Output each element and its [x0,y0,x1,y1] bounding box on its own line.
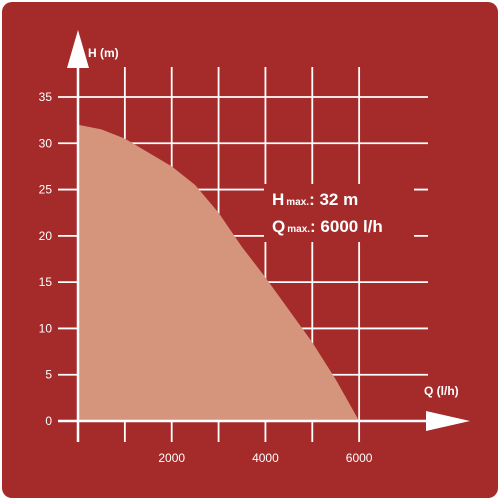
y-tick-label: 20 [39,229,53,243]
x-axis-label: Q (l/h) [424,384,459,398]
y-tick-label: 25 [39,183,53,197]
tick-labels: 0 5 10 15 20 25 30 35 2000 4000 6000 [39,90,373,465]
x-tick-label: 2000 [158,451,185,465]
y-tick-label: 0 [45,414,52,428]
y-tick-label: 10 [39,321,53,335]
y-tick-label: 30 [39,136,53,150]
performance-curve-area [78,124,360,422]
annotation-symbol: H [272,190,284,209]
axes [58,30,470,442]
annotation-value: : 32 m [309,190,358,209]
y-tick-label: 15 [39,275,53,289]
x-axis-arrow-icon [426,411,470,431]
annotation-symbol: Q [272,217,285,236]
x-tick-label: 4000 [252,451,279,465]
y-axis-arrow-icon [67,30,89,68]
annotation-subscript: max. [287,224,310,235]
annotation-value: : 6000 l/h [310,217,383,236]
annotation-background [264,184,414,242]
x-tick-label: 6000 [346,451,373,465]
y-tick-label: 35 [39,90,53,104]
y-axis-label: H (m) [88,46,119,60]
y-tick-label: 5 [45,368,52,382]
annotation-subscript: max. [286,197,309,208]
